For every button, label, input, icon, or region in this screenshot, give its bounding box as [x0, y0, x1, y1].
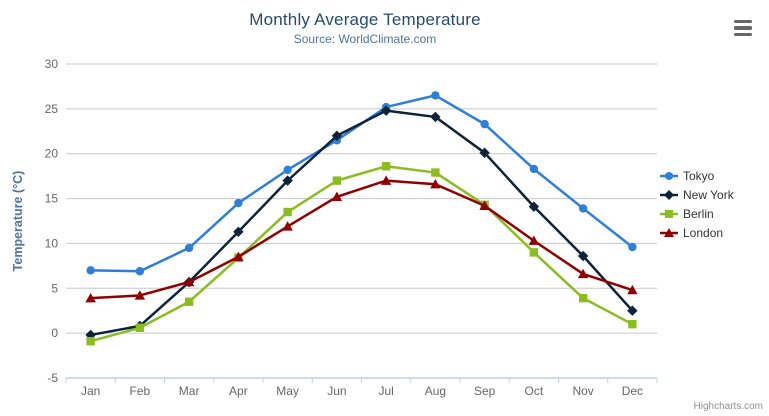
- svg-text:Sep: Sep: [474, 384, 496, 398]
- triangle-series-marker-icon: [660, 227, 678, 237]
- svg-text:20: 20: [45, 147, 59, 161]
- chart-subtitle: Source: WorldClimate.com: [293, 32, 437, 46]
- svg-text:25: 25: [45, 102, 59, 116]
- square-series-marker-icon: [660, 209, 678, 218]
- circle-series-marker-icon: [660, 171, 678, 180]
- svg-text:-5: -5: [47, 371, 58, 385]
- svg-text:May: May: [276, 384, 299, 398]
- svg-text:Jun: Jun: [327, 384, 346, 398]
- highcharts-credit[interactable]: Highcharts.com: [693, 401, 763, 412]
- chart-title: Monthly Average Temperature: [249, 10, 481, 29]
- series-new-york: [85, 105, 638, 341]
- legend-item-tokyo[interactable]: Tokyo: [660, 168, 734, 183]
- export-menu-button[interactable]: [729, 16, 757, 40]
- diamond-series-marker-icon: [660, 189, 678, 200]
- legend: Tokyo New York Berlin London: [660, 168, 734, 240]
- svg-text:Dec: Dec: [622, 384, 643, 398]
- svg-text:Aug: Aug: [425, 384, 446, 398]
- series-london: [85, 175, 638, 303]
- legend-label: New York: [683, 187, 734, 202]
- legend-label: Tokyo: [683, 168, 715, 183]
- y-axis-title: Temperature (°C): [11, 171, 25, 272]
- svg-text:Jan: Jan: [81, 384, 100, 398]
- svg-text:15: 15: [45, 192, 59, 206]
- legend-item-berlin[interactable]: Berlin: [660, 206, 734, 221]
- legend-item-new-york[interactable]: New York: [660, 187, 734, 202]
- legend-label: Berlin: [683, 206, 714, 221]
- hamburger-icon: [734, 19, 752, 37]
- svg-text:5: 5: [51, 281, 58, 295]
- legend-label: London: [683, 225, 724, 240]
- svg-text:10: 10: [45, 236, 59, 250]
- svg-text:Jul: Jul: [378, 384, 393, 398]
- series-tokyo: [86, 91, 637, 276]
- svg-text:Oct: Oct: [525, 384, 544, 398]
- svg-text:0: 0: [51, 326, 58, 340]
- svg-text:Nov: Nov: [572, 384, 593, 398]
- svg-text:Feb: Feb: [130, 384, 151, 398]
- legend-item-london[interactable]: London: [660, 225, 734, 240]
- svg-text:30: 30: [45, 57, 59, 71]
- svg-text:Mar: Mar: [179, 384, 200, 398]
- svg-text:Apr: Apr: [229, 384, 248, 398]
